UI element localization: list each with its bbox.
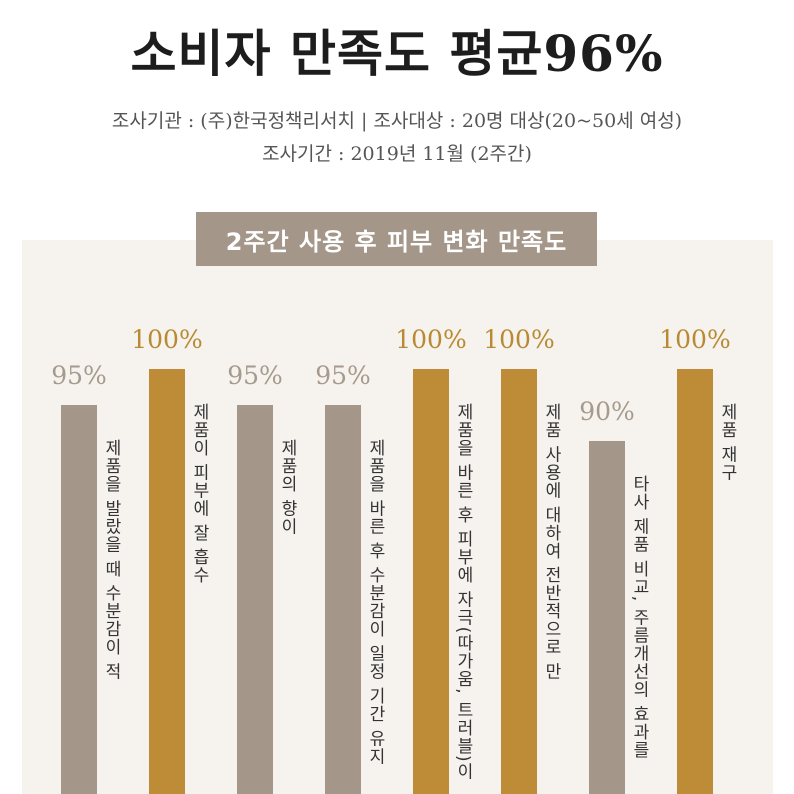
bar-value-label-2: 100% <box>131 325 203 354</box>
category-label-5: 제품을 바른 후 피부에 자극(따가움, 트러블)이 <box>453 403 473 781</box>
bar-value-label-7: 90% <box>579 397 635 426</box>
bar-value-label-1: 95% <box>51 361 107 390</box>
bar-value-label-4: 95% <box>315 361 371 390</box>
cropped-subtitle <box>0 0 794 10</box>
chart-plot-area <box>22 240 773 794</box>
bar-value-label-8: 100% <box>659 325 731 354</box>
chart-title: 2주간 사용 후 피부 변화 만족도 <box>196 212 597 266</box>
bar-2 <box>149 369 185 794</box>
bar-1 <box>61 405 97 794</box>
bar-4 <box>325 405 361 794</box>
category-label-3: 제품의 향이 <box>277 439 297 536</box>
category-label-6: 제품 사용에 대하여 전반적으로 만 <box>541 403 561 681</box>
category-label-2: 제품이 피부에 잘 흡수 <box>189 403 209 585</box>
survey-info-line-1: 조사기관 : (주)한국정책리서치 | 조사대상 : 20명 대상(20~50세… <box>111 110 683 132</box>
bar-value-label-5: 100% <box>395 325 467 354</box>
bar-8 <box>677 369 713 794</box>
category-label-4: 제품을 바른 후 수분감이 일정 기간 유지 <box>365 439 385 766</box>
page-title: 소비자 만족도 평균96% <box>130 24 664 83</box>
bar-7 <box>589 441 625 794</box>
bar-value-label-3: 95% <box>227 361 283 390</box>
bar-6 <box>501 369 537 794</box>
category-label-8: 제품 재구 <box>717 403 737 482</box>
survey-info-line-2: 조사기간 : 2019년 11월 (2주간) <box>262 143 532 165</box>
category-label-1: 제품을 발랐을 때 수분감이 적 <box>101 439 121 681</box>
bar-3 <box>237 405 273 794</box>
bar-value-label-6: 100% <box>483 325 555 354</box>
category-label-7: 타사 제품 비교, 주름개선의 효과를 <box>629 475 649 760</box>
bar-5 <box>413 369 449 794</box>
